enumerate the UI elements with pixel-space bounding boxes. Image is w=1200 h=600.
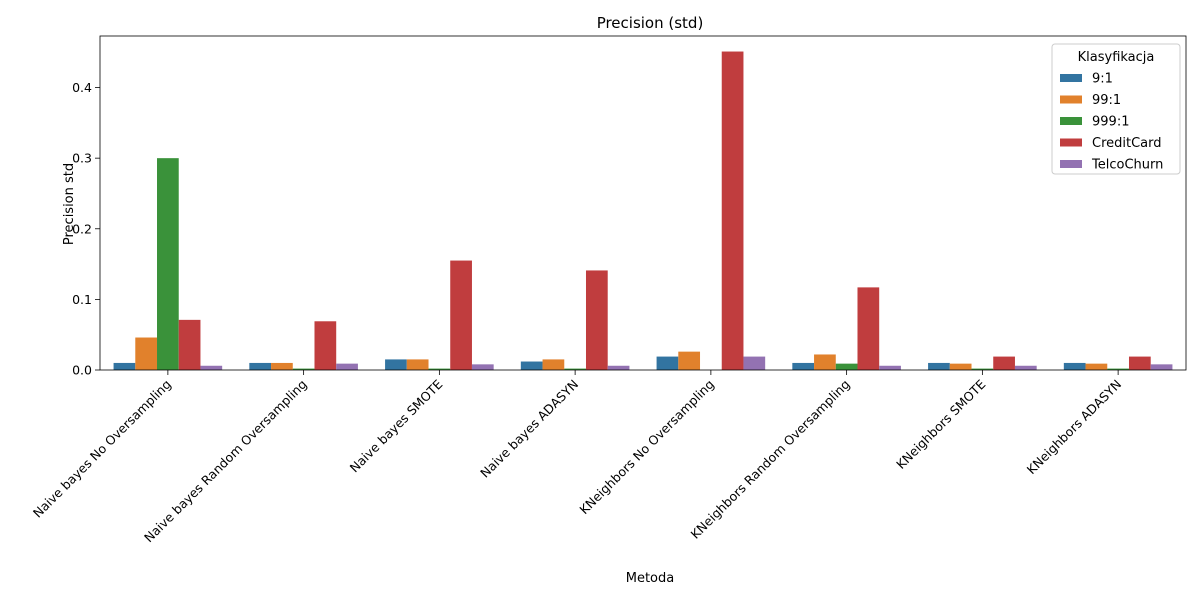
bar-9-1-1 (249, 362, 272, 370)
legend-swatch (1060, 117, 1082, 125)
x-tick-label: Naive bayes SMOTE (347, 376, 446, 475)
legend-entry: 999:1 (1092, 115, 1129, 130)
bar-telcochurn-7 (1150, 364, 1173, 370)
bar-999-1-5 (835, 363, 858, 370)
bar-999-1-3 (564, 368, 586, 370)
bar-creditcard-2 (450, 260, 472, 370)
legend-entry: 9:1 (1092, 72, 1113, 87)
bar-creditcard-0 (178, 319, 201, 370)
bar-999-1-7 (1107, 368, 1129, 370)
bar-telcochurn-2 (471, 364, 494, 370)
bar-telcochurn-0 (200, 365, 223, 370)
bar-9-1-6 (928, 362, 950, 370)
bar-99-1-3 (542, 359, 565, 370)
x-tick-label: Naive bayes ADASYN (477, 377, 581, 481)
bars-layer (113, 51, 1173, 370)
bar-99-1-4 (678, 351, 701, 370)
bar-creditcard-7 (1128, 356, 1151, 370)
legend-swatch (1060, 138, 1082, 147)
y-axis: 0.0 0.1 0.2 0.3 0.4 (72, 80, 100, 378)
x-tick-label: Naive bayes Random Oversampling (141, 377, 310, 546)
bar-9-1-3 (520, 361, 543, 370)
legend-swatch (1060, 74, 1082, 82)
bar-telcochurn-3 (607, 365, 630, 370)
legend-title: Klasyfikacja (1078, 50, 1155, 65)
x-tick-label: KNeighbors No Oversampling (576, 377, 717, 518)
legend-entry: CreditCard (1092, 136, 1162, 151)
bar-9-1-0 (113, 362, 136, 370)
y-axis-title: Precision std (62, 163, 77, 245)
y-tick-label: 0.2 (72, 221, 92, 236)
legend-entry: TelcoChurn (1091, 158, 1163, 173)
bar-telcochurn-1 (336, 363, 358, 370)
legend: Klasyfikacja 9:1 99:1 999:1 CreditCard TelcoC… (1051, 43, 1181, 175)
bar-9-1-2 (385, 359, 407, 370)
bar-9-1-5 (792, 362, 815, 370)
legend-box (1051, 43, 1181, 175)
bar-99-1-0 (135, 337, 158, 370)
legend-entry: 99:1 (1092, 93, 1121, 108)
bar-telcochurn-6 (1014, 365, 1037, 370)
bar-creditcard-5 (857, 287, 880, 370)
bar-999-1-6 (971, 368, 994, 370)
bar-creditcard-6 (993, 356, 1015, 370)
bar-telcochurn-4 (743, 356, 766, 370)
bar-creditcard-1 (314, 321, 337, 370)
y-tick-label: 0.4 (72, 80, 92, 95)
legend-swatch (1060, 160, 1082, 168)
bar-999-1-0 (157, 158, 179, 370)
x-tick-label: Naive bayes No Oversampling (30, 377, 174, 521)
bar-99-1-1 (271, 362, 293, 370)
bar-999-1-2 (428, 368, 451, 370)
y-tick-label: 0.0 (72, 363, 92, 378)
chart-title: Precision (std) (597, 14, 704, 32)
bar-99-1-5 (814, 354, 836, 370)
legend-swatch (1060, 95, 1082, 104)
bar-9-1-4 (656, 356, 679, 370)
x-tick-label: KNeighbors Random Oversampling (688, 377, 853, 542)
bar-creditcard-4 (721, 51, 744, 370)
x-tick-label: KNeighbors ADASYN (1024, 377, 1125, 478)
bar-creditcard-3 (585, 270, 608, 370)
x-axis-title: Metoda (626, 571, 674, 586)
bar-99-1-7 (1085, 363, 1108, 370)
bar-9-1-7 (1063, 362, 1086, 370)
bar-999-1-1 (292, 368, 315, 370)
y-tick-label: 0.1 (72, 292, 92, 307)
x-tick-label: KNeighbors SMOTE (893, 376, 988, 471)
bar-99-1-2 (406, 359, 429, 370)
y-tick-label: 0.3 (72, 151, 92, 166)
bar-telcochurn-5 (879, 365, 901, 370)
plot-frame (99, 35, 1187, 371)
bar-99-1-6 (949, 363, 972, 370)
